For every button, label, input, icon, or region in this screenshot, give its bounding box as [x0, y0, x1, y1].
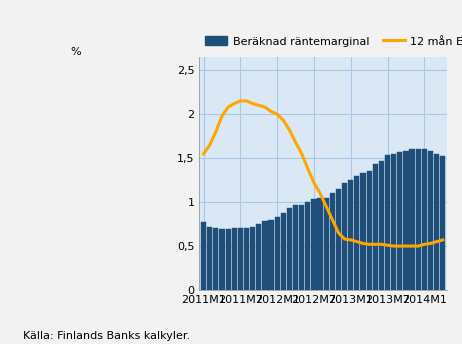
Bar — [348, 180, 353, 290]
Bar — [213, 228, 219, 290]
Bar — [219, 229, 225, 290]
Bar — [403, 151, 408, 290]
Bar — [256, 224, 261, 290]
Bar — [373, 164, 378, 290]
Bar — [434, 154, 439, 290]
Bar — [250, 227, 255, 290]
Bar — [366, 171, 372, 290]
Legend: Beräknad räntemarginal, 12 mån Euribor: Beräknad räntemarginal, 12 mån Euribor — [205, 36, 462, 47]
Bar — [274, 217, 280, 290]
Bar — [440, 156, 445, 290]
Bar — [207, 227, 213, 290]
Text: %: % — [70, 47, 81, 57]
Bar — [262, 222, 267, 290]
Bar — [342, 183, 347, 290]
Bar — [287, 208, 292, 290]
Bar — [281, 213, 286, 290]
Bar — [305, 202, 310, 290]
Bar — [311, 200, 316, 290]
Bar — [225, 229, 231, 290]
Bar — [385, 155, 390, 290]
Bar — [391, 154, 396, 290]
Bar — [201, 222, 206, 290]
Bar — [323, 198, 329, 290]
Bar — [354, 176, 359, 290]
Bar — [244, 228, 249, 290]
Bar — [409, 149, 415, 290]
Bar — [317, 198, 323, 290]
Bar — [330, 193, 335, 290]
Bar — [238, 228, 243, 290]
Bar — [422, 149, 427, 290]
Bar — [231, 228, 237, 290]
Bar — [360, 173, 365, 290]
Bar — [416, 149, 421, 290]
Bar — [268, 220, 274, 290]
Bar — [379, 161, 384, 290]
Bar — [336, 189, 341, 290]
Bar — [397, 152, 402, 290]
Bar — [299, 205, 304, 290]
Text: Källa: Finlands Banks kalkyler.: Källa: Finlands Banks kalkyler. — [23, 331, 190, 341]
Bar — [293, 205, 298, 290]
Bar — [428, 151, 433, 290]
